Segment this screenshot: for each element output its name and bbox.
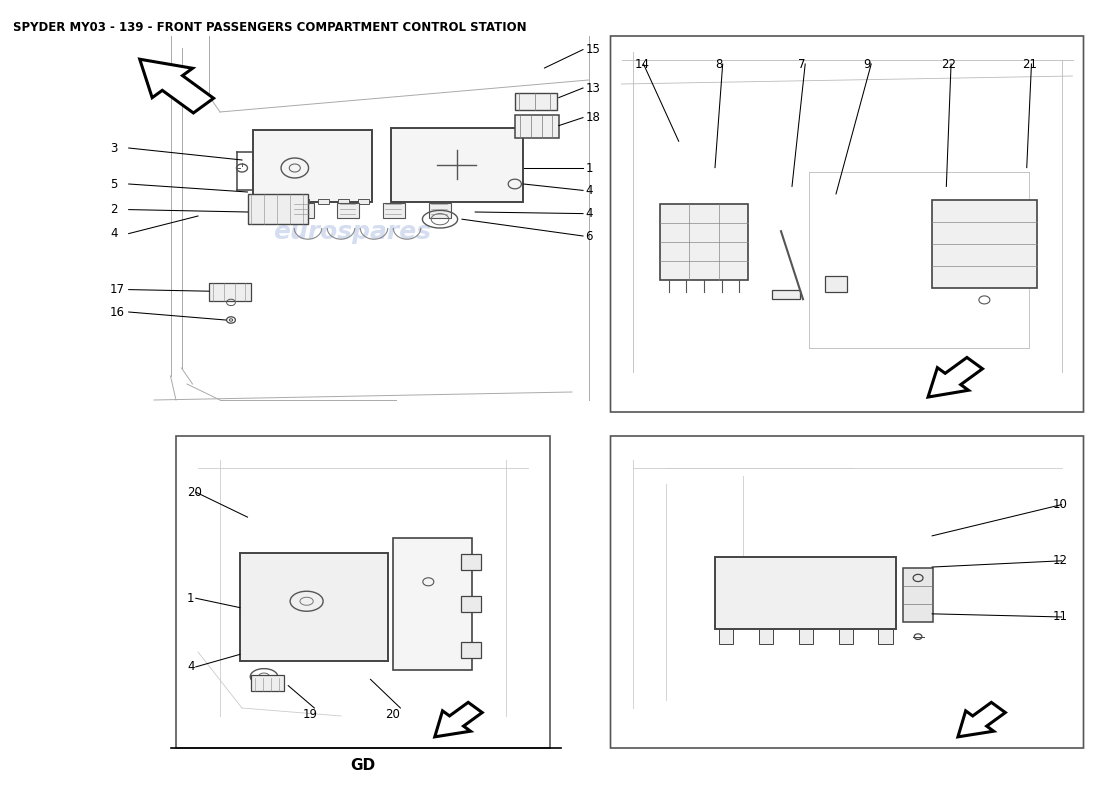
Text: 4: 4 — [110, 227, 118, 240]
Text: 8: 8 — [715, 58, 723, 70]
Text: eurospares: eurospares — [273, 220, 431, 244]
Text: eurospares: eurospares — [768, 212, 926, 236]
Bar — [292, 203, 313, 218]
Bar — [903, 568, 934, 622]
Bar — [298, 199, 309, 204]
Text: 22: 22 — [942, 58, 957, 70]
Bar — [759, 630, 773, 644]
Bar — [461, 642, 481, 658]
Text: 10: 10 — [1053, 498, 1068, 511]
Text: GD: GD — [351, 758, 375, 773]
Bar — [0, 36, 588, 412]
Text: 6: 6 — [585, 230, 593, 242]
Bar — [253, 130, 372, 202]
Bar — [318, 199, 329, 204]
Bar — [715, 558, 896, 630]
Text: 1: 1 — [585, 162, 593, 174]
Bar — [825, 276, 847, 292]
Text: 14: 14 — [635, 58, 650, 70]
Text: eurospares: eurospares — [768, 586, 926, 610]
Text: 19: 19 — [304, 708, 318, 721]
Text: 17: 17 — [110, 283, 125, 296]
Bar — [515, 93, 557, 110]
Bar — [338, 199, 349, 204]
Text: 18: 18 — [585, 111, 601, 124]
Polygon shape — [434, 702, 482, 737]
Bar — [515, 115, 559, 138]
Text: 12: 12 — [1053, 554, 1068, 567]
Text: 20: 20 — [385, 708, 400, 721]
Bar — [838, 630, 853, 644]
Bar — [719, 630, 734, 644]
Text: eurospares: eurospares — [293, 588, 433, 608]
Bar — [879, 630, 893, 644]
Text: 5: 5 — [110, 178, 118, 190]
Text: 15: 15 — [585, 43, 601, 56]
Bar — [248, 194, 308, 224]
Text: SPYDER MY03 - 139 - FRONT PASSENGERS COMPARTMENT CONTROL STATION: SPYDER MY03 - 139 - FRONT PASSENGERS COM… — [13, 21, 527, 34]
Bar — [209, 283, 251, 301]
FancyBboxPatch shape — [610, 436, 1084, 748]
Bar — [461, 596, 481, 612]
Text: 9: 9 — [864, 58, 871, 70]
Bar — [799, 630, 813, 644]
Text: 1: 1 — [187, 592, 195, 605]
Polygon shape — [140, 59, 213, 113]
Bar — [660, 204, 748, 280]
Bar — [258, 199, 270, 204]
Bar — [772, 290, 800, 299]
Text: 13: 13 — [585, 82, 601, 94]
Bar — [278, 199, 289, 204]
Text: 7: 7 — [798, 58, 805, 70]
Text: 21: 21 — [1022, 58, 1037, 70]
Bar — [240, 553, 388, 661]
Polygon shape — [928, 358, 982, 397]
Text: 4: 4 — [585, 184, 593, 197]
Text: 4: 4 — [585, 207, 593, 220]
Bar — [251, 675, 284, 691]
Bar — [461, 554, 481, 570]
Text: 2: 2 — [110, 203, 118, 216]
FancyBboxPatch shape — [610, 36, 1084, 412]
Text: 4: 4 — [187, 660, 195, 674]
Bar — [383, 203, 405, 218]
Text: 3: 3 — [110, 142, 118, 154]
Bar — [393, 538, 472, 670]
Polygon shape — [958, 702, 1005, 737]
Text: 20: 20 — [187, 486, 202, 498]
Bar — [358, 199, 368, 204]
Bar — [932, 200, 1036, 288]
Bar — [390, 128, 522, 202]
Bar — [429, 203, 451, 218]
FancyBboxPatch shape — [176, 436, 550, 748]
Text: 11: 11 — [1053, 610, 1068, 623]
Text: 16: 16 — [110, 306, 125, 318]
Bar — [338, 203, 360, 218]
